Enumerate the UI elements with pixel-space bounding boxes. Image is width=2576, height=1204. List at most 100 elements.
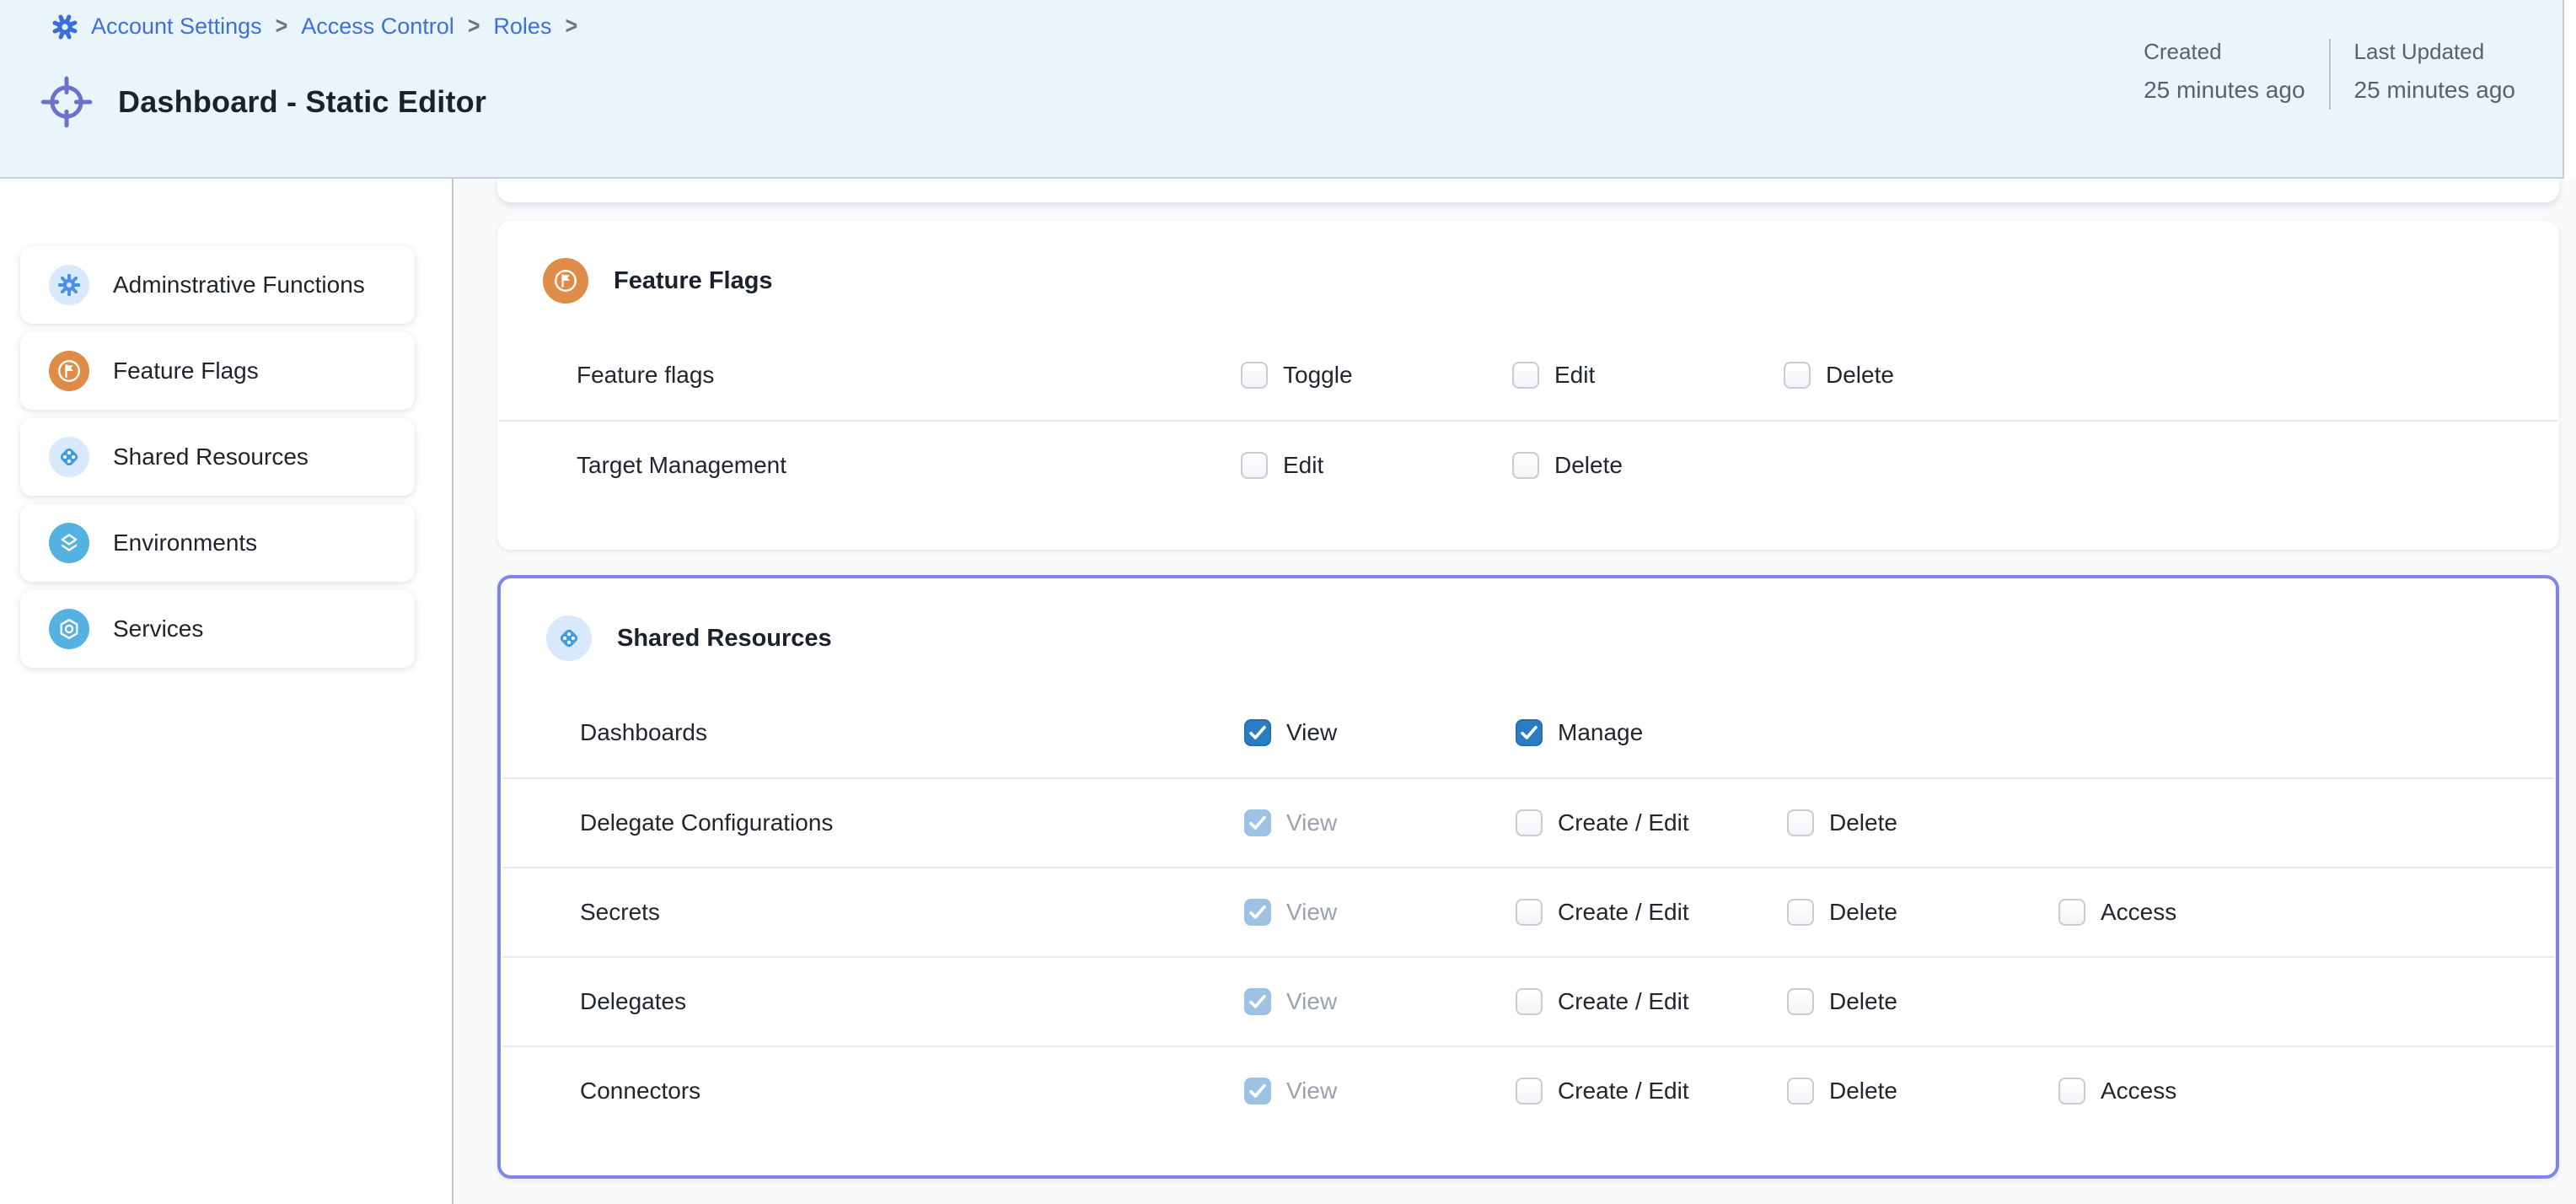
permission-checkbox[interactable]: [1516, 719, 1543, 746]
permission-checkbox: [1244, 1078, 1271, 1105]
created-value: 25 minutes ago: [2144, 77, 2305, 103]
permission-target-management-edit: Edit: [1241, 452, 1512, 479]
resource-label: Target Management: [577, 452, 787, 478]
last-updated-meta: Last Updated 25 minutes ago: [2354, 39, 2515, 104]
sidebar-item-label: Adminstrative Functions: [113, 271, 365, 298]
permission-checkbox[interactable]: [2058, 899, 2085, 926]
permission-checkbox[interactable]: [1244, 719, 1271, 746]
header-meta: Created 25 minutes ago Last Updated 25 m…: [2144, 39, 2515, 110]
permission-feature-flags-delete: Delete: [1784, 362, 2055, 389]
permission-label: View: [1286, 899, 1338, 925]
main-content[interactable]: Feature Flags Feature flags Toggle Edit Dele…: [453, 179, 2576, 1204]
chevron-right-icon: >: [565, 12, 578, 40]
permission-checkbox[interactable]: [2058, 1078, 2085, 1105]
permission-label: Delete: [1829, 809, 1897, 836]
permission-checkbox[interactable]: [1241, 452, 1268, 479]
permission-delegate-configurations-delete: Delete: [1787, 809, 2058, 836]
shared-resources-icon: [49, 437, 89, 477]
permission-delegate-configurations-create-edit: Create / Edit: [1516, 809, 1787, 836]
permission-label: Delete: [1826, 362, 1894, 388]
permission-row: Secrets View Create / Edit Delete Access: [502, 867, 2554, 956]
chevron-right-icon: >: [467, 12, 480, 40]
section-header: Feature Flags: [497, 221, 2559, 331]
chevron-right-icon: >: [275, 12, 288, 40]
page-body: Adminstrative Functions Feature Flags Sh…: [0, 179, 2576, 1204]
created-meta: Created 25 minutes ago: [2144, 39, 2305, 104]
permission-row: Feature flags Toggle Edit Delete: [499, 331, 2557, 420]
permission-checkbox[interactable]: [1787, 988, 1814, 1015]
breadcrumb-link-account-settings[interactable]: Account Settings: [91, 13, 262, 39]
permission-checkbox[interactable]: [1516, 899, 1543, 926]
permission-label: Create / Edit: [1558, 899, 1689, 925]
permission-secrets-create-edit: Create / Edit: [1516, 899, 1787, 926]
permission-label: Edit: [1554, 362, 1596, 388]
resource-label: Dashboards: [580, 719, 707, 745]
permission-checkbox[interactable]: [1784, 362, 1811, 389]
section-title: Shared Resources: [617, 624, 832, 652]
permission-checkbox[interactable]: [1516, 1078, 1543, 1105]
sidebar-item-shared-resources[interactable]: Shared Resources: [20, 418, 415, 496]
resource-label: Delegate Configurations: [580, 809, 834, 836]
permission-row: Connectors View Create / Edit Delete Access: [502, 1045, 2554, 1135]
sidebar-item-services[interactable]: Services: [20, 590, 415, 668]
last-updated-label: Last Updated: [2353, 39, 2485, 64]
breadcrumb: Account Settings > Access Control > Roles >: [52, 13, 577, 40]
shared-resources-icon: [546, 615, 592, 661]
permission-checkbox[interactable]: [1512, 362, 1539, 389]
resource-label: Connectors: [580, 1078, 701, 1104]
permission-label: Create / Edit: [1558, 988, 1689, 1014]
permission-label: View: [1286, 809, 1338, 836]
permission-row: Dashboards View Manage: [502, 688, 2554, 777]
permission-delegate-configurations-view: View: [1244, 809, 1516, 836]
permission-connectors-delete: Delete: [1787, 1078, 2058, 1105]
permission-delegates-view: View: [1244, 988, 1516, 1015]
sidebar-item-label: Feature Flags: [113, 357, 259, 384]
crosshair-icon: [40, 76, 93, 128]
section-card-feature-flags: Feature Flags Feature flags Toggle Edit Dele…: [497, 221, 2559, 550]
services-icon: [49, 609, 89, 649]
permission-label: Delete: [1554, 452, 1623, 478]
meta-divider: [2328, 39, 2331, 110]
permission-checkbox: [1244, 809, 1271, 836]
permission-secrets-view: View: [1244, 899, 1516, 926]
sidebar-item-feature-flags[interactable]: Feature Flags: [20, 332, 415, 410]
breadcrumb-link-roles[interactable]: Roles: [493, 13, 552, 39]
permission-checkbox[interactable]: [1512, 452, 1539, 479]
environments-icon: [49, 523, 89, 563]
permission-dashboards-view: View: [1244, 719, 1516, 746]
page-title: Dashboard - Static Editor: [118, 84, 487, 119]
permission-feature-flags-toggle: Toggle: [1241, 362, 1512, 389]
section-card-shared-resources: Shared Resources Dashboards View Manage De…: [497, 575, 2559, 1179]
permission-checkbox[interactable]: [1787, 899, 1814, 926]
gear-icon: [52, 13, 78, 40]
permission-row: Target Management Edit Delete: [499, 420, 2557, 509]
flag-icon: [543, 258, 588, 304]
permission-label: Access: [2101, 899, 2177, 925]
permission-checkbox[interactable]: [1516, 988, 1543, 1015]
title-row: Dashboard - Static Editor: [39, 74, 486, 130]
permission-checkbox[interactable]: [1787, 809, 1814, 836]
permission-label: View: [1286, 988, 1338, 1014]
permission-label: Toggle: [1283, 362, 1353, 388]
permission-checkbox[interactable]: [1787, 1078, 1814, 1105]
previous-section-card-edge: [497, 179, 2559, 202]
permission-checkbox[interactable]: [1516, 809, 1543, 836]
sidebar-item-environments[interactable]: Environments: [20, 504, 415, 582]
sidebar-item-label: Services: [113, 615, 204, 642]
sidebar-item-adminstrative-functions[interactable]: Adminstrative Functions: [20, 246, 415, 324]
permission-checkbox: [1244, 988, 1271, 1015]
resource-label: Delegates: [580, 988, 687, 1014]
permission-checkbox[interactable]: [1241, 362, 1268, 389]
permission-delegates-delete: Delete: [1787, 988, 2058, 1015]
permission-secrets-delete: Delete: [1787, 899, 2058, 926]
permission-label: Create / Edit: [1558, 809, 1689, 836]
breadcrumb-link-access-control[interactable]: Access Control: [301, 13, 454, 39]
permission-connectors-view: View: [1244, 1078, 1516, 1105]
created-label: Created: [2144, 39, 2222, 64]
permission-label: Create / Edit: [1558, 1078, 1689, 1104]
permission-row: Delegate Configurations View Create / Edi…: [502, 777, 2554, 867]
page-header: Account Settings > Access Control > Roles > D…: [0, 0, 2576, 179]
permission-label: Access: [2101, 1078, 2177, 1104]
resource-label: Secrets: [580, 899, 660, 925]
